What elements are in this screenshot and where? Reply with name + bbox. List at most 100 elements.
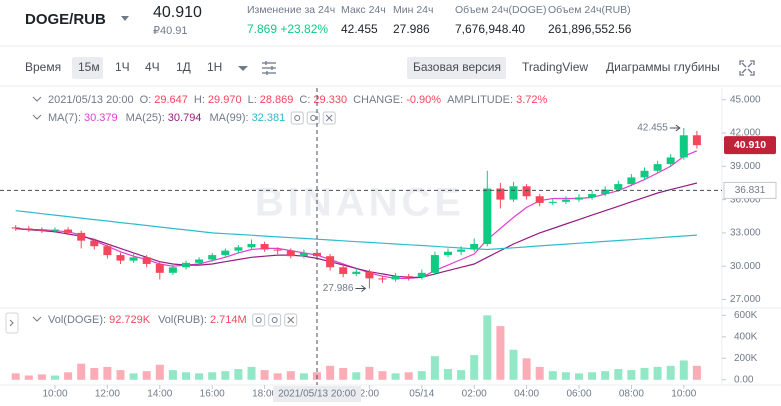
y-tick-label: 45.000 — [730, 94, 761, 105]
annotation-label: 42.455 — [637, 123, 668, 134]
candle-body — [588, 194, 597, 198]
gear-icon[interactable] — [306, 111, 320, 125]
y-tick-label: 27.000 — [730, 294, 761, 305]
icon-glyph — [294, 115, 301, 121]
more-intervals[interactable] — [238, 66, 248, 71]
candle-body — [221, 250, 230, 256]
interval-button[interactable]: 1Д — [176, 60, 191, 74]
volume-bar — [129, 373, 138, 380]
candle-body — [601, 189, 610, 195]
volume-bar — [692, 365, 701, 380]
volume-bar — [535, 366, 544, 380]
candle-body — [444, 251, 452, 256]
icon-glyph — [271, 317, 278, 323]
ma-collapse[interactable] — [32, 114, 42, 120]
volume-bar — [561, 372, 570, 380]
candle-body — [679, 135, 688, 158]
view-button[interactable]: Базовая версия — [413, 60, 501, 74]
y-tick-label: 30.000 — [730, 261, 761, 272]
info-value: 29.330 — [313, 94, 347, 106]
volume-bar — [155, 364, 164, 380]
pair-dropdown[interactable] — [121, 16, 129, 21]
volume-bar — [483, 315, 492, 380]
candle-body — [666, 157, 675, 165]
volume-bar — [352, 372, 361, 380]
vol-legend: Vol(DOGE): 92.729K Vol(RUB): 2.714M — [48, 314, 247, 326]
pane-toggle-arrow — [9, 319, 14, 327]
candle-body — [575, 197, 583, 200]
gear-icon[interactable] — [268, 313, 282, 327]
volume-bar — [496, 326, 505, 380]
watermark: BINANCE — [255, 181, 465, 225]
last-price-tag — [724, 136, 776, 155]
info-collapse[interactable] — [32, 96, 42, 102]
info-label: H: — [194, 94, 205, 106]
interval-button[interactable]: 4Ч — [145, 60, 160, 74]
active-view-bg — [407, 57, 506, 79]
view-button[interactable]: Диаграммы глубины — [606, 60, 720, 74]
ma-line — [15, 210, 697, 251]
volume-bar — [391, 373, 400, 380]
volume-bar — [575, 373, 583, 380]
eye-icon[interactable] — [252, 313, 266, 327]
annotation-label: 27.986 — [323, 283, 354, 294]
crosshair-time-tag — [273, 386, 361, 402]
candle-body — [37, 229, 46, 231]
interval-label: Время — [25, 60, 61, 74]
stat-label: Изменение за 24ч — [247, 4, 335, 16]
volume-bar — [430, 356, 439, 380]
vol-label: Vol(DOGE): — [48, 314, 106, 326]
volume-bar — [90, 367, 99, 380]
volume-bar — [679, 360, 688, 380]
ma-label: MA(99): — [209, 112, 248, 124]
volume-bar — [548, 371, 557, 380]
pair-name[interactable]: DOGE/RUB — [25, 11, 106, 28]
close-glyph — [287, 316, 295, 324]
interval-button[interactable]: 15м — [78, 60, 100, 74]
pane-toggle[interactable] — [5, 312, 19, 334]
annotation-arrowhead — [675, 124, 681, 132]
annotation-arrowhead — [361, 285, 367, 292]
candle-body — [404, 276, 413, 278]
vol-collapse[interactable] — [32, 316, 42, 322]
vol-tick-label: 600K — [734, 310, 758, 321]
volume-bar — [11, 373, 20, 380]
vol-value: 2.714M — [210, 314, 247, 326]
candle-body — [103, 246, 112, 256]
candle-body — [391, 276, 400, 280]
view-button[interactable]: TradingView — [522, 60, 588, 74]
header-price-fiat: ₽40.91 — [153, 25, 188, 37]
interval-button[interactable]: 1Н — [207, 60, 222, 74]
candle-body — [247, 243, 256, 248]
legend-icons — [252, 111, 336, 327]
candle-body — [64, 229, 73, 233]
info-label: CHANGE: — [353, 94, 403, 106]
volume-bar — [286, 371, 295, 380]
volume-bar — [522, 358, 531, 380]
info-time: 2021/05/13 20:00 — [48, 94, 134, 106]
volume-bar — [299, 373, 308, 380]
volume-bar — [444, 369, 452, 380]
volume-bar — [640, 367, 649, 380]
y-tick-label: 39.000 — [730, 161, 761, 172]
candle-body — [195, 259, 204, 263]
y-tick-label: 36.000 — [730, 194, 761, 205]
candle-body — [168, 267, 177, 273]
volume-bar — [51, 375, 59, 380]
x-tick-label: 02:00 — [462, 389, 487, 400]
candle-body — [470, 243, 479, 250]
candle-body — [182, 262, 190, 268]
volume-bar — [588, 372, 597, 380]
ma-value: 30.379 — [84, 112, 118, 124]
fullscreen-icon[interactable] — [739, 60, 755, 76]
interval-button[interactable]: 1Ч — [115, 60, 130, 74]
settings-icon[interactable] — [262, 61, 276, 75]
info-value: 28.869 — [260, 94, 294, 106]
eye-icon[interactable] — [290, 111, 304, 125]
volume-bar — [234, 369, 243, 380]
icon-glyph — [255, 317, 262, 323]
volume-bar — [365, 366, 374, 380]
candle-body — [326, 256, 335, 268]
